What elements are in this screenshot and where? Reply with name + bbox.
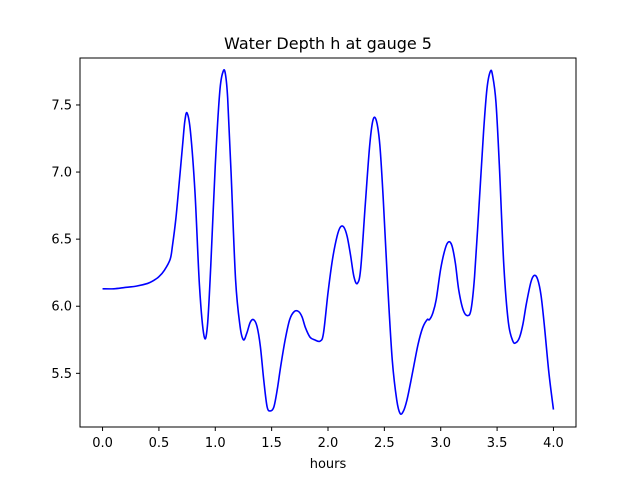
chart-title: Water Depth h at gauge 5 <box>224 34 432 53</box>
y-tick-label: 5.5 <box>51 367 72 382</box>
y-axis: 5.5 6.0 6.5 7.0 7.5 <box>51 98 80 382</box>
x-axis: 0.0 0.5 1.0 1.5 2.0 2.5 3.0 3.5 4.0 <box>92 427 564 451</box>
x-tick-label: 1.0 <box>205 436 226 451</box>
y-tick-label: 7.0 <box>51 166 72 181</box>
x-tick-label: 0.0 <box>92 436 113 451</box>
x-tick-label: 2.5 <box>374 436 395 451</box>
y-tick-label: 6.5 <box>51 233 72 248</box>
x-tick-label: 3.0 <box>430 436 451 451</box>
x-tick-label: 1.5 <box>261 436 282 451</box>
x-tick-label: 0.5 <box>149 436 170 451</box>
x-axis-label: hours <box>310 457 347 472</box>
x-tick-label: 4.0 <box>543 436 564 451</box>
x-tick-label: 3.5 <box>487 436 508 451</box>
water-depth-line <box>102 69 555 416</box>
axes-frame <box>79 57 577 428</box>
plot-area <box>102 69 555 416</box>
y-tick-label: 7.5 <box>51 98 72 113</box>
y-tick-label: 6.0 <box>51 300 72 315</box>
x-tick-label: 2.0 <box>318 436 339 451</box>
